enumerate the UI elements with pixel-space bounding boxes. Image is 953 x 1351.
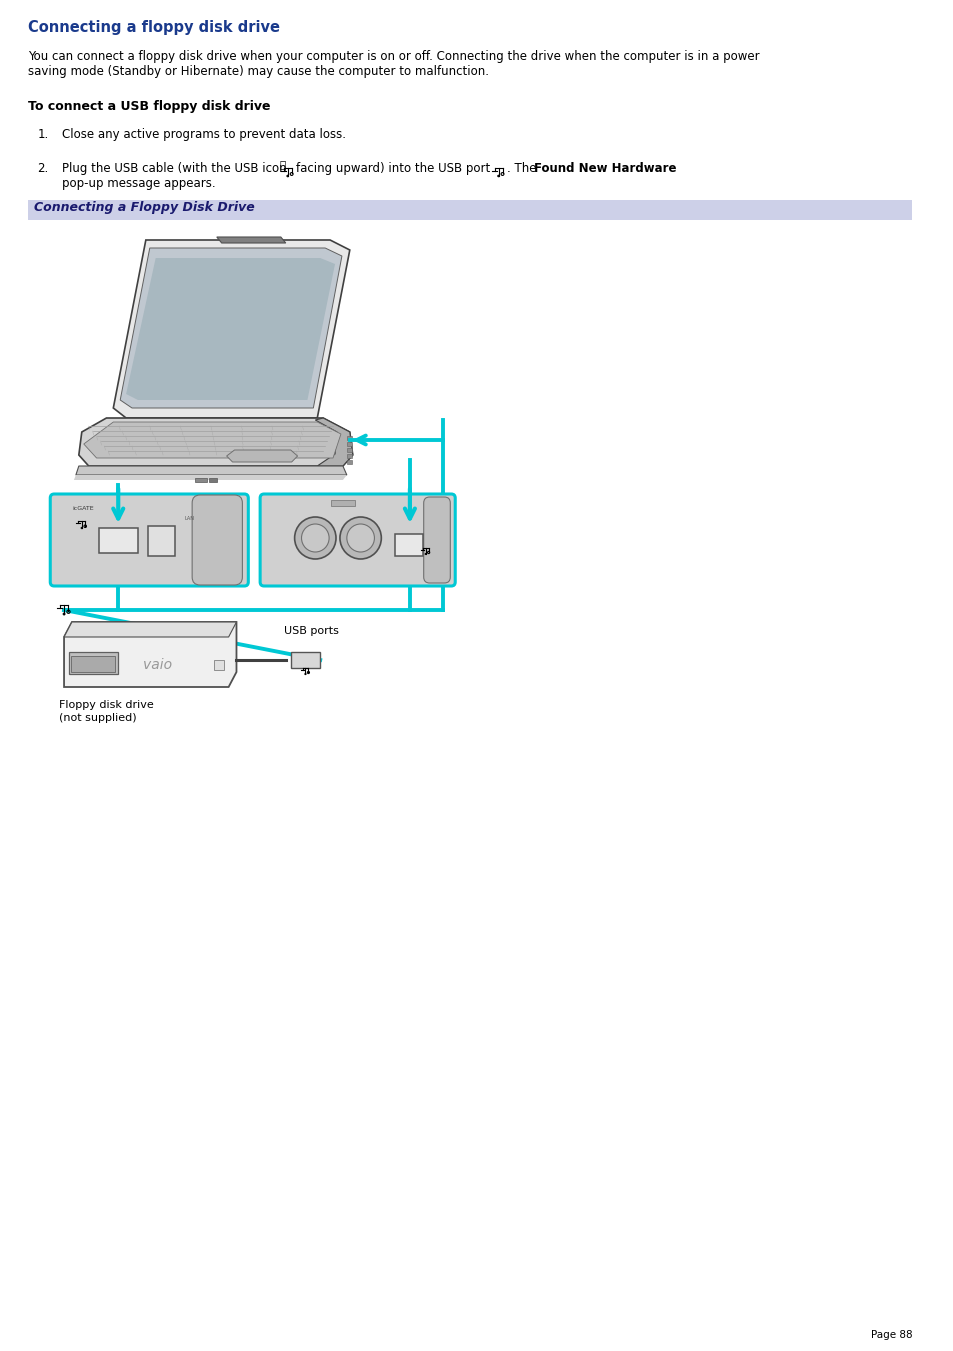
Bar — [148, 526, 175, 557]
Polygon shape — [69, 653, 118, 674]
Text: Plug the USB cable (with the USB icon: Plug the USB cable (with the USB icon — [62, 162, 287, 176]
Text: saving mode (Standby or Hibernate) may cause the computer to malfunction.: saving mode (Standby or Hibernate) may c… — [28, 65, 488, 78]
Bar — [71, 657, 115, 671]
Text: To connect a USB floppy disk drive: To connect a USB floppy disk drive — [28, 100, 270, 113]
Polygon shape — [76, 466, 347, 476]
Polygon shape — [216, 236, 286, 243]
Text: Floppy disk drive: Floppy disk drive — [59, 700, 153, 711]
Circle shape — [294, 517, 335, 559]
FancyBboxPatch shape — [51, 494, 248, 586]
Text: Connecting a floppy disk drive: Connecting a floppy disk drive — [28, 20, 279, 35]
Text: Found New Hardware: Found New Hardware — [534, 162, 676, 176]
Bar — [395, 534, 422, 557]
Bar — [213, 661, 223, 670]
Text: icGATE: icGATE — [71, 507, 93, 511]
Text: 2.: 2. — [37, 162, 49, 176]
Circle shape — [497, 176, 499, 177]
Bar — [28, 200, 911, 220]
Text: (not supplied): (not supplied) — [59, 713, 136, 723]
Polygon shape — [84, 422, 340, 458]
Polygon shape — [120, 249, 341, 408]
Text: LAN: LAN — [184, 516, 194, 521]
Polygon shape — [315, 417, 353, 466]
Text: 1.: 1. — [37, 128, 49, 141]
Polygon shape — [113, 240, 350, 417]
Bar — [347, 449, 352, 453]
Text: facing upward) into the USB port: facing upward) into the USB port — [295, 162, 489, 176]
Bar — [347, 436, 352, 440]
Bar — [291, 653, 320, 667]
Text: Connecting a Floppy Disk Drive: Connecting a Floppy Disk Drive — [33, 201, 254, 213]
Text: Page 88: Page 88 — [870, 1329, 911, 1340]
Text: USB ports: USB ports — [283, 626, 338, 636]
FancyBboxPatch shape — [192, 494, 242, 585]
Circle shape — [301, 524, 329, 553]
Text: vaio: vaio — [143, 658, 172, 671]
Polygon shape — [73, 476, 347, 480]
Polygon shape — [79, 417, 353, 466]
Circle shape — [304, 673, 306, 674]
FancyBboxPatch shape — [423, 497, 450, 584]
Circle shape — [287, 176, 289, 177]
Bar — [347, 459, 352, 463]
Bar — [195, 478, 207, 482]
Circle shape — [63, 613, 65, 615]
Text: pop-up message appears.: pop-up message appears. — [62, 177, 215, 190]
Circle shape — [339, 517, 381, 559]
Text: . The: . The — [507, 162, 537, 176]
Circle shape — [347, 524, 374, 553]
Text: ⭠: ⭠ — [279, 159, 286, 169]
Polygon shape — [64, 621, 236, 638]
Circle shape — [424, 554, 426, 555]
Polygon shape — [64, 621, 236, 688]
Bar — [331, 500, 355, 507]
Text: You can connect a floppy disk drive when your computer is on or off. Connecting : You can connect a floppy disk drive when… — [28, 50, 759, 63]
Polygon shape — [227, 450, 297, 462]
Text: Close any active programs to prevent data loss.: Close any active programs to prevent dat… — [62, 128, 346, 141]
Bar — [98, 528, 138, 553]
Polygon shape — [126, 258, 335, 400]
Circle shape — [81, 527, 83, 528]
FancyBboxPatch shape — [260, 494, 455, 586]
Bar — [347, 442, 352, 446]
Bar — [347, 454, 352, 458]
Bar — [209, 478, 216, 482]
